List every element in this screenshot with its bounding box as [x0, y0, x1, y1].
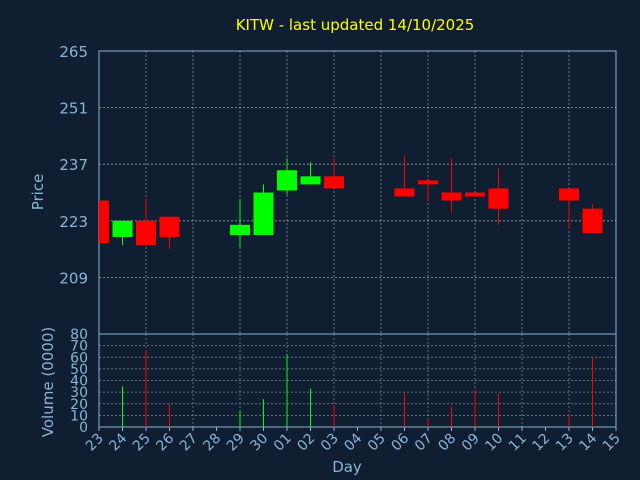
candle [253, 184, 274, 235]
candle [136, 198, 156, 246]
candle-body [159, 216, 180, 237]
x-tick-label: 06 [388, 430, 412, 454]
candle-body [465, 192, 485, 197]
candle [230, 198, 250, 248]
candle-body [559, 188, 579, 201]
x-tick-label: 07 [412, 431, 436, 455]
volume-axis-label: Volume (0000) [39, 327, 57, 437]
candle-body [230, 224, 250, 235]
x-axis-label: Day [332, 458, 362, 476]
x-tick-label: 11 [506, 431, 530, 455]
candle [394, 156, 415, 197]
x-tick-label: 29 [224, 431, 248, 455]
x-tick-label: 02 [294, 431, 318, 455]
candle [441, 158, 462, 213]
candle-body [253, 192, 274, 235]
x-tick-label: 25 [130, 431, 154, 455]
x-tick-label: 09 [459, 431, 483, 455]
price-axis-label: Price [29, 174, 47, 211]
volume-tick-label: 60 [70, 350, 88, 366]
candle-body [441, 192, 462, 201]
candle [418, 180, 438, 201]
volume-tick-label: 50 [70, 362, 88, 378]
x-tick-label: 24 [106, 430, 130, 454]
candle-body [394, 188, 415, 197]
candle-body [488, 188, 509, 209]
candle-body [324, 176, 344, 189]
candle [112, 220, 133, 246]
volume-tick-label: 10 [70, 408, 88, 424]
volume-tick-label: 70 [70, 339, 88, 355]
x-tick-label: 14 [576, 430, 600, 454]
price-tick-label: 265 [59, 43, 88, 61]
candle-body [418, 180, 438, 185]
x-tick-label: 12 [529, 431, 553, 455]
candle [582, 204, 603, 233]
candle [488, 168, 509, 225]
volume-tick-label: 80 [70, 327, 88, 343]
x-tick-label: 30 [247, 431, 271, 455]
candle [159, 216, 180, 250]
x-tick-label: 03 [318, 431, 342, 455]
x-tick-label: 13 [553, 431, 577, 455]
candle [300, 162, 321, 185]
candle [559, 188, 579, 229]
candle [324, 158, 344, 189]
x-tick-label: 26 [153, 430, 177, 454]
candle-body [582, 208, 603, 233]
candle-body [300, 176, 321, 185]
x-tick-label: 28 [200, 431, 224, 455]
price-tick-label: 209 [59, 269, 88, 287]
volume-tick-label: 0 [79, 420, 88, 436]
candle [277, 158, 297, 195]
candle [465, 192, 485, 197]
volume-tick-label: 20 [70, 397, 88, 413]
volume-tick-label: 30 [70, 385, 88, 401]
candle-body [112, 220, 133, 237]
chart-title: KITW - last updated 14/10/2025 [236, 16, 475, 34]
volume-tick-label: 40 [70, 374, 88, 390]
x-tick-label: 15 [600, 431, 624, 455]
x-tick-label: 01 [271, 431, 295, 455]
candle-body [277, 170, 297, 191]
x-tick-label: 04 [341, 430, 365, 454]
price-tick-label: 223 [59, 213, 88, 231]
x-tick-label: 27 [177, 431, 201, 455]
candle-body [99, 200, 109, 244]
candle-body [136, 220, 156, 246]
x-tick-label: 08 [435, 431, 459, 455]
price-tick-label: 251 [59, 100, 88, 118]
x-tick-label: 10 [482, 431, 506, 455]
candle [99, 200, 109, 244]
price-panel-frame [98, 50, 617, 335]
price-tick-label: 237 [59, 156, 88, 174]
x-tick-label: 05 [365, 431, 389, 455]
